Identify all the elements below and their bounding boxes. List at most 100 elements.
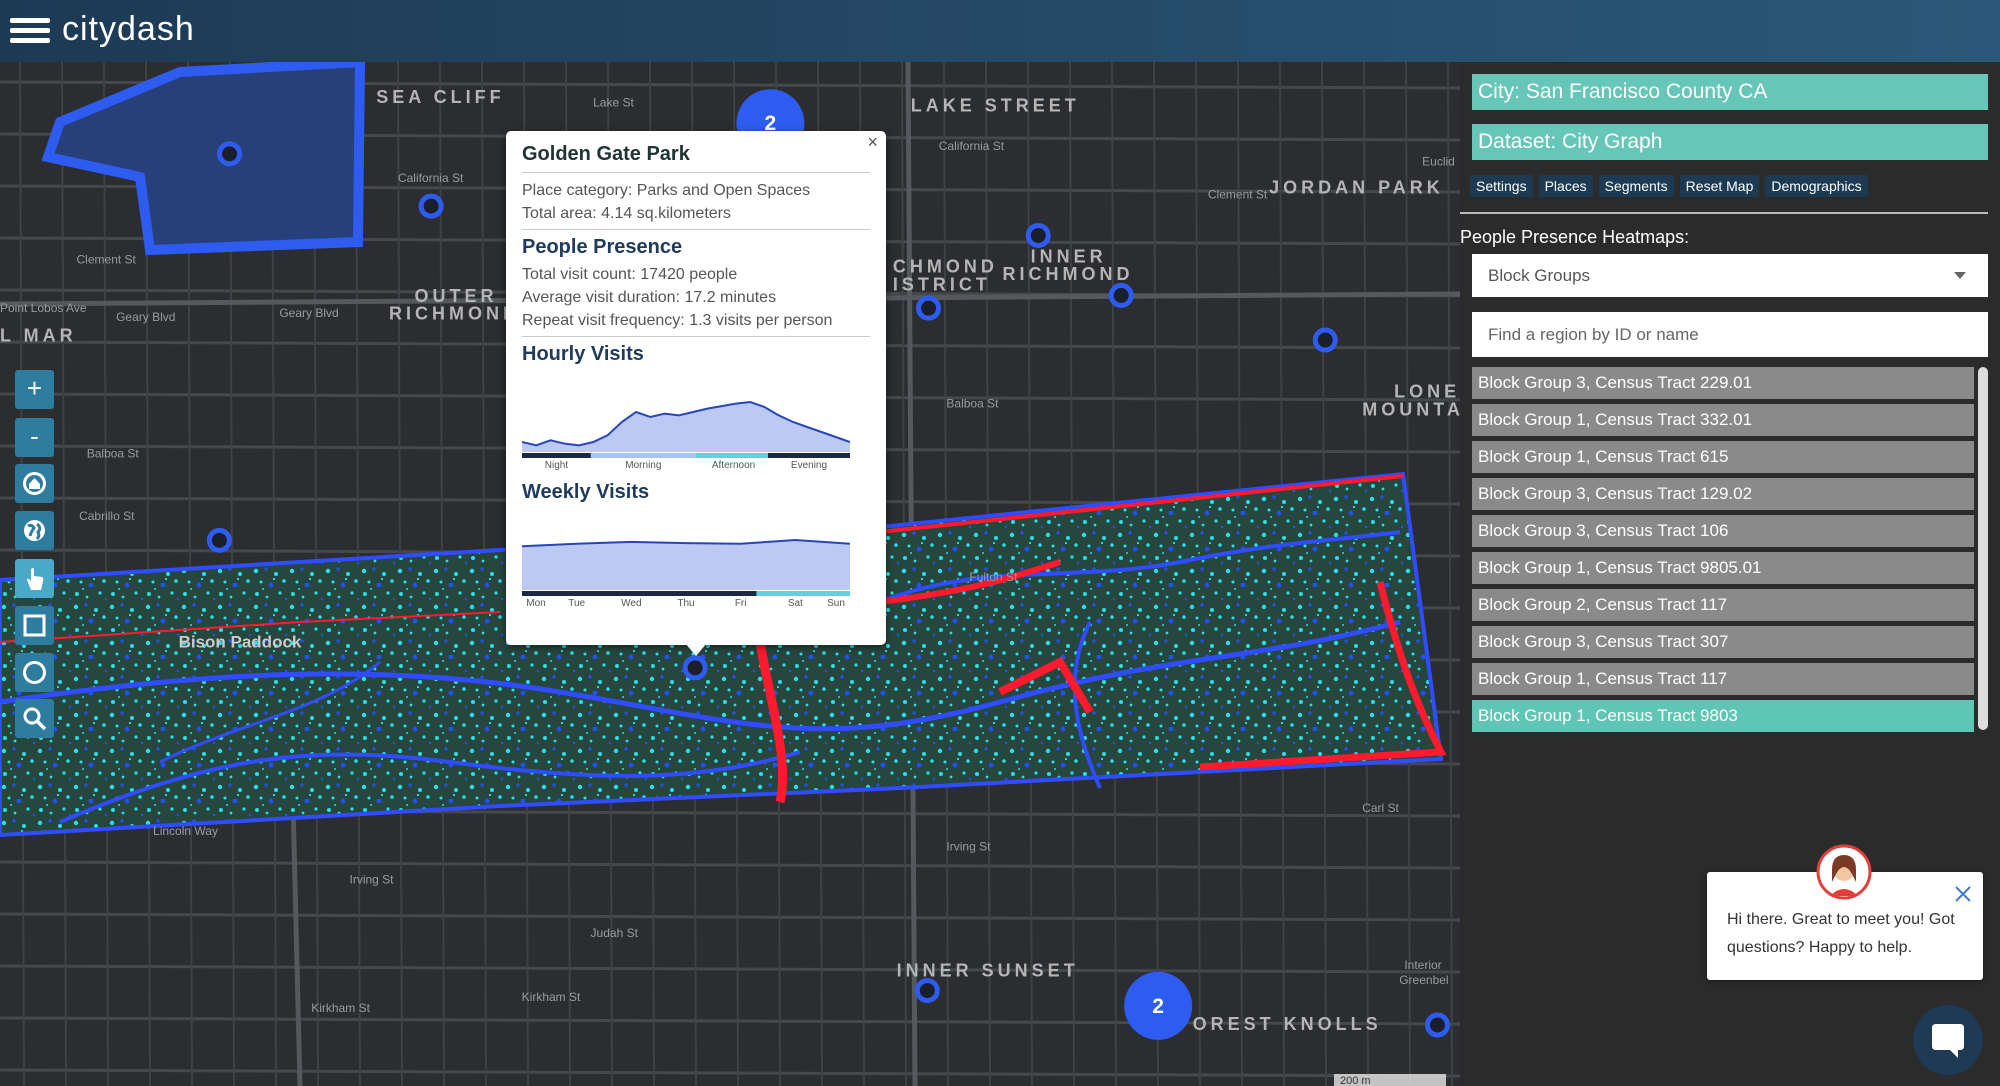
chat-avatar xyxy=(1816,844,1872,900)
globe-button[interactable] xyxy=(15,511,54,550)
street xyxy=(61,62,67,1086)
region-search[interactable]: Find a region by ID or name xyxy=(1472,312,1988,357)
scrollbar[interactable] xyxy=(1978,367,1988,730)
menu-bar[interactable] xyxy=(10,28,50,33)
street-label: Irving St xyxy=(946,839,991,853)
menu-bar[interactable] xyxy=(10,18,50,23)
period-bar xyxy=(522,591,757,596)
neighborhood-label: LAKE STREET xyxy=(911,96,1080,116)
search-button[interactable] xyxy=(15,699,54,738)
section-heading: Weekly Visits xyxy=(522,481,650,503)
chart-label: Sun xyxy=(827,598,845,608)
dataset-field[interactable]: Dataset: City Graph xyxy=(1472,124,1988,160)
region-item[interactable]: Block Group 3, Census Tract 106 xyxy=(1472,515,1974,547)
region-item[interactable]: Block Group 1, Census Tract 9803 xyxy=(1472,700,1974,732)
zoom-out[interactable]: - xyxy=(15,418,54,457)
chart-label: Wed xyxy=(621,598,641,608)
street-label: Geary Blvd xyxy=(116,310,175,324)
neighborhood-label: MOUNTA xyxy=(1362,399,1460,419)
section-heading: Hourly Visits xyxy=(522,343,644,365)
street xyxy=(0,860,1460,870)
brand: citydash xyxy=(62,10,195,48)
neighborhood-label: SEA CLIFF xyxy=(376,87,504,107)
popup-pointer xyxy=(685,643,707,656)
street-label: Clement St xyxy=(1208,187,1268,201)
place-marker xyxy=(1424,1012,1450,1038)
place-popup: × Golden Gate Park Place category: Parks… xyxy=(506,131,886,645)
rectangle-button[interactable] xyxy=(15,606,54,645)
street-label: California St xyxy=(398,171,464,185)
street-label: Fulton St xyxy=(969,570,1018,584)
region-item[interactable]: Block Group 2, Census Tract 117 xyxy=(1472,589,1974,621)
street-label: Carl St xyxy=(1362,801,1399,815)
period-bar xyxy=(768,453,850,458)
total-area: Total area: 4.14 sq.kilometers xyxy=(522,205,731,222)
street-label: Irving St xyxy=(349,872,394,886)
scale-bar xyxy=(1334,1074,1446,1086)
street-label: Point Lobos Ave xyxy=(0,301,87,315)
period-bar xyxy=(695,453,768,458)
street xyxy=(0,964,1460,974)
chart-label: Fri xyxy=(735,598,747,608)
sidebar-button[interactable]: Reset Map xyxy=(1679,175,1760,197)
pan-button[interactable] xyxy=(15,559,54,598)
street-label: California St xyxy=(939,139,1005,153)
street-label: Cabrillo St xyxy=(79,509,135,523)
place-marker xyxy=(1108,282,1134,308)
heatmap-select[interactable]: Block Groups xyxy=(1472,254,1988,297)
neighborhood-label: LONE xyxy=(1394,381,1460,401)
chat-launcher[interactable] xyxy=(1912,1004,1984,1076)
place-marker xyxy=(217,141,243,167)
chart-label: Night xyxy=(545,460,569,470)
street-label: Kirkham St xyxy=(522,990,581,1004)
region-item[interactable]: Block Group 3, Census Tract 129.02 xyxy=(1472,478,1974,510)
period-bar xyxy=(756,591,850,596)
region-item[interactable]: Block Group 1, Census Tract 615 xyxy=(1472,441,1974,473)
header: citydash xyxy=(0,0,2000,62)
cluster-count: 2 xyxy=(765,112,777,135)
city-field[interactable]: City: San Francisco County CA xyxy=(1472,74,1988,110)
sidebar-button[interactable]: Places xyxy=(1538,175,1593,197)
place-marker xyxy=(1312,327,1338,353)
neighborhood-label: OUTER xyxy=(415,286,498,306)
hourly-chart: Night Morning Afternoon Evening xyxy=(521,400,851,471)
neighborhood-label: JORDAN PARK xyxy=(1269,177,1444,197)
neighborhood-label: CHMOND xyxy=(893,256,998,276)
zoom-in[interactable]: + xyxy=(15,370,54,409)
street-label: Lincoln Way xyxy=(153,824,218,838)
avg-duration: Average visit duration: 17.2 minutes xyxy=(522,289,777,306)
neighborhood-label: L MAR xyxy=(0,325,77,345)
visits-line xyxy=(521,538,851,548)
chat-bubble: Hi there. Great to meet you! Got questio… xyxy=(1707,872,1983,980)
street xyxy=(0,912,1460,922)
sidebar-button[interactable]: Demographics xyxy=(1765,175,1868,197)
region-item[interactable]: Block Group 3, Census Tract 229.01 xyxy=(1472,367,1974,399)
park-roads xyxy=(0,474,1447,824)
circle-button[interactable] xyxy=(15,653,54,692)
chart-label: Evening xyxy=(791,460,827,470)
repeat-frequency: Repeat visit frequency: 1.3 visits per p… xyxy=(522,312,833,329)
chart-label: Thu xyxy=(677,598,694,608)
place-marker xyxy=(1025,222,1051,248)
place-marker xyxy=(206,527,232,553)
divider xyxy=(522,336,870,337)
street xyxy=(1447,62,1453,1086)
close-button[interactable]: × xyxy=(867,132,878,152)
region-item[interactable]: Block Group 3, Census Tract 307 xyxy=(1472,626,1974,658)
region-polygon xyxy=(41,62,366,256)
neighborhood-label: ISTRICT xyxy=(893,274,991,294)
menu-bar[interactable] xyxy=(10,38,50,43)
street-label: Lake St xyxy=(593,96,634,110)
home-button[interactable] xyxy=(15,464,54,503)
region-item[interactable]: Block Group 1, Census Tract 332.01 xyxy=(1472,404,1974,436)
street-label: Euclid xyxy=(1422,154,1455,168)
sidebar-button[interactable]: Segments xyxy=(1598,175,1674,197)
street-label: Kirkham St xyxy=(311,1001,370,1015)
region-item[interactable]: Block Group 1, Census Tract 117 xyxy=(1472,663,1974,695)
chat-close[interactable] xyxy=(1955,886,1971,902)
divider xyxy=(522,229,870,230)
region-item[interactable]: Block Group 1, Census Tract 9805.01 xyxy=(1472,552,1974,584)
sidebar-button[interactable]: Settings xyxy=(1470,175,1533,197)
place-category: Place category: Parks and Open Spaces xyxy=(522,182,811,199)
map-markers: 2 2 200 m xyxy=(206,89,1450,1086)
